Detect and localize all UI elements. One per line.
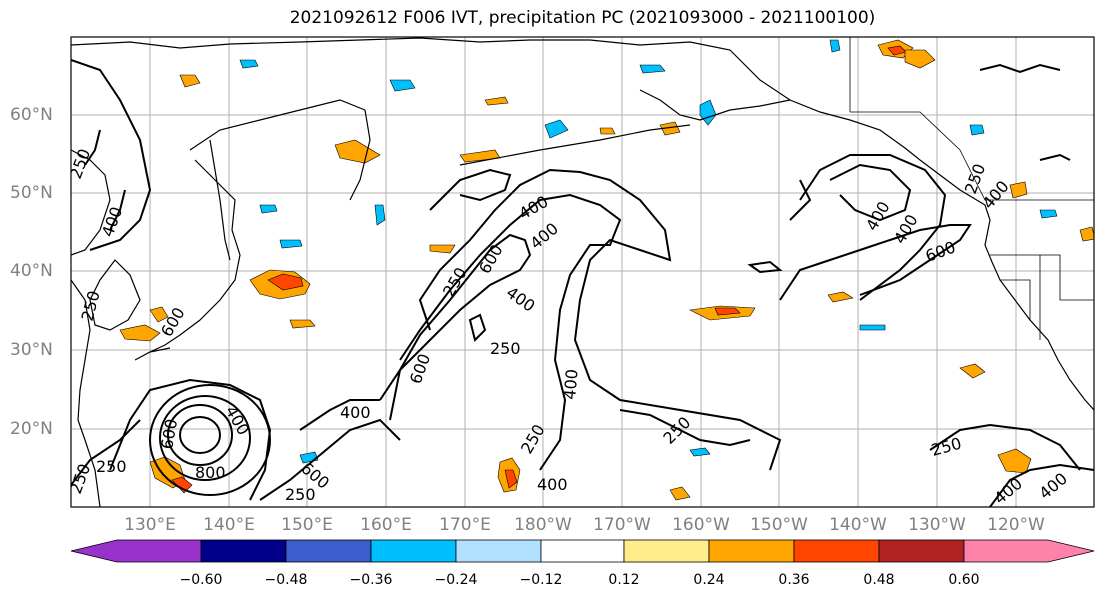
colorbar-segment [70, 539, 202, 563]
colorbar-segment [878, 539, 965, 563]
contour-label: 250 [659, 413, 694, 448]
lat-label: 50°N [10, 183, 53, 203]
contour-label: 400 [98, 204, 126, 239]
contour-label: 250 [517, 421, 549, 457]
borders [849, 37, 1094, 340]
lon-label: 160°W [672, 515, 730, 535]
lat-label: 20°N [10, 419, 53, 439]
graticule [71, 37, 1094, 507]
contour-label: 400 [340, 403, 371, 422]
colorbar-segment [370, 539, 457, 563]
lon-label: 180°W [514, 515, 572, 535]
colorbar-tick: 0.48 [863, 572, 895, 588]
precip-patches [119, 39, 1094, 501]
lon-label: 140°W [829, 515, 887, 535]
colorbar-tick: 0.24 [693, 572, 725, 588]
contour-label: 400 [537, 475, 568, 494]
ivt-contours [71, 59, 1094, 507]
contour-label: 600 [923, 237, 958, 265]
colorbar-tick: −0.60 [179, 572, 223, 588]
lat-label: 60°N [10, 105, 53, 125]
map-title: 2021092612 F006 IVT, precipitation PC (2… [289, 8, 876, 28]
lon-label: 130°E [124, 515, 176, 535]
lon-label: 150°E [281, 515, 333, 535]
colorbar-segment [540, 539, 625, 563]
lat-label: 40°N [10, 261, 53, 281]
colorbar-tick: 0.60 [948, 572, 980, 588]
colorbar-segment [200, 539, 287, 563]
contour-label: 600 [406, 351, 434, 386]
lon-label: 150°W [750, 515, 808, 535]
colorbar-tick: 0.36 [778, 572, 810, 588]
contour-label: 400 [526, 219, 562, 253]
contour-label: 400 [1035, 469, 1071, 503]
colorbar-segment [455, 539, 542, 563]
lon-label: 120°W [987, 515, 1045, 535]
contour-label: 800 [195, 463, 226, 482]
contour-label: 400 [560, 368, 582, 400]
contour-label: 600 [157, 417, 181, 450]
contour-label: 250 [96, 457, 127, 476]
colorbar-tick: −0.36 [349, 572, 393, 588]
contour-label: 250 [285, 485, 316, 504]
map-frame [70, 36, 1095, 508]
coastlines [71, 37, 1094, 507]
colorbar-tick: −0.48 [264, 572, 308, 588]
contour-label: 250 [929, 434, 963, 460]
colorbar-tick: 0.12 [608, 572, 640, 588]
contour-label: 250 [66, 461, 94, 496]
contour-label: 250 [66, 146, 94, 181]
lon-label: 170°W [593, 515, 651, 535]
lon-label: 170°E [439, 515, 491, 535]
lat-label: 30°N [10, 340, 53, 360]
contour-label: 250 [439, 264, 471, 300]
contour-label: 400 [503, 283, 539, 316]
contour-label: 400 [516, 192, 552, 224]
contour-label: 400 [890, 211, 922, 247]
lon-label: 130°W [908, 515, 966, 535]
contour-label: 400 [222, 403, 254, 439]
colorbar-tick: −0.12 [519, 572, 563, 588]
contour-label: 400 [990, 474, 1026, 508]
contour-label: 250 [490, 339, 521, 358]
colorbar-segment [285, 539, 372, 563]
lon-label: 160°E [360, 515, 412, 535]
contour-labels: 250 400 250 250 400 600 400 800 600 250 … [66, 146, 1071, 508]
colorbar-segment [708, 539, 795, 563]
colorbar-tick: −0.24 [434, 572, 478, 588]
contour-label: 250 [78, 289, 104, 323]
colorbar [70, 539, 1095, 563]
colorbar-segment [793, 539, 880, 563]
contour-label: 600 [475, 241, 507, 277]
contour-label: 250 [961, 161, 989, 196]
lon-label: 140°E [203, 515, 255, 535]
colorbar-segment [623, 539, 710, 563]
colorbar-segment [963, 539, 1095, 563]
